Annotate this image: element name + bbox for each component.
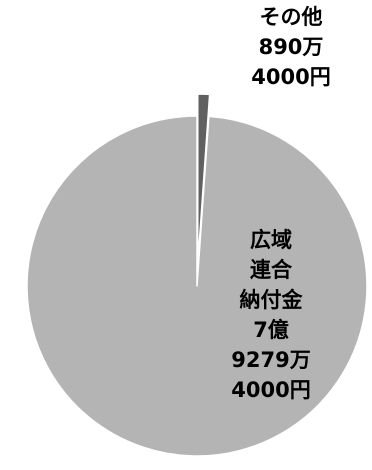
slice-label-other-line-1: その他 [259,5,323,29]
slice-label-kouiki-rengou-line-4: 7億 [253,318,289,342]
slice-label-other-line-2: 890万 [258,35,324,59]
slice-label-other-line-3: 4000円 [251,65,331,89]
pie-slice-other [197,93,211,265]
slice-label-kouiki-rengou-line-5: 9279万 [231,348,311,372]
slice-label-kouiki-rengou-line-3: 納付金 [239,288,303,312]
slice-label-kouiki-rengou: 広域 連合 納付金 7億 9279万 4000円 [218,225,324,405]
slice-label-kouiki-rengou-line-2: 連合 [250,258,292,282]
slice-label-kouiki-rengou-line-1: 広域 [250,228,292,252]
slice-label-kouiki-rengou-line-6: 4000円 [231,378,311,402]
slice-label-other: その他 890万 4000円 [238,2,344,92]
pie-slice-kouiki-rengou [26,115,368,457]
pie-slices [26,93,368,457]
